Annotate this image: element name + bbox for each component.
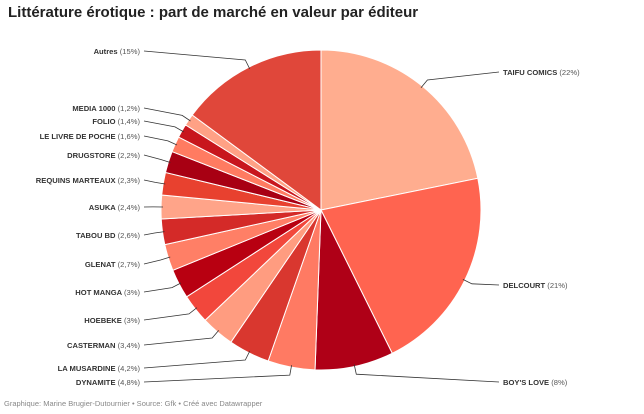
- leader-line-taifu-comics: [420, 71, 500, 88]
- slice-label-taifu-comics: TAIFU COMICS (22%): [503, 68, 580, 77]
- chart-footer: Graphique: Marine Brugier-Dutournier • S…: [4, 399, 263, 408]
- leader-line-requins-marteaux: [143, 179, 166, 185]
- slice-label-folio: FOLIO (1,4%): [92, 117, 140, 126]
- slice-label-hoebeke: HOEBEKE (3%): [84, 316, 140, 325]
- leader-line-la-musardine: [143, 350, 251, 369]
- slice-label-casterman: CASTERMAN (3,4%): [67, 341, 140, 350]
- slice-label-requins-marteaux: REQUINS MARTEAUX (2,3%): [36, 176, 141, 185]
- leader-line-drugstore: [143, 154, 171, 163]
- leader-lines: [143, 50, 500, 383]
- leader-line-delcourt: [462, 279, 500, 286]
- slice-labels: TAIFU COMICS (22%) DELCOURT (21%) BOY'S LO…: [36, 47, 580, 387]
- leader-line-folio: [143, 120, 184, 133]
- slice-label-le-livre-de-poche: LE LIVRE DE POCHE (1,6%): [40, 132, 141, 141]
- leader-line-glenat: [143, 256, 171, 265]
- leader-line-le-livre-de-poche: [143, 135, 178, 146]
- slice-label-media-1000: MEDIA 1000 (1,2%): [72, 104, 140, 113]
- slice-label-la-musardine: LA MUSARDINE (4,2%): [58, 364, 141, 373]
- slice-label-glenat: GLENAT (2,7%): [85, 260, 141, 269]
- leader-line-dynamite: [143, 365, 292, 383]
- slice-label-boy-s-love: BOY'S LOVE (8%): [503, 378, 568, 387]
- slice-label-tabou-bd: TABOU BD (2,6%): [76, 231, 140, 240]
- leader-line-autres: [143, 50, 251, 70]
- leader-line-tabou-bd: [143, 231, 165, 236]
- slice-label-delcourt: DELCOURT (21%): [503, 281, 568, 290]
- leader-line-hoebeke: [143, 307, 198, 321]
- chart-title: Littérature érotique : part de marché en…: [8, 4, 419, 21]
- slice-label-dynamite: DYNAMITE (4,8%): [76, 378, 141, 387]
- leader-line-casterman: [143, 330, 220, 346]
- leader-line-hot-manga: [143, 282, 182, 293]
- slice-label-hot-manga: HOT MANGA (3%): [75, 288, 140, 297]
- slice-label-asuka: ASUKA (2,4%): [89, 203, 141, 212]
- slice-label-drugstore: DRUGSTORE (2,2%): [67, 151, 140, 160]
- pie-slices: [160, 49, 482, 371]
- leader-line-media-1000: [143, 107, 191, 122]
- slice-label-autres: Autres (15%): [94, 47, 141, 56]
- leader-line-boy-s-love: [353, 364, 500, 383]
